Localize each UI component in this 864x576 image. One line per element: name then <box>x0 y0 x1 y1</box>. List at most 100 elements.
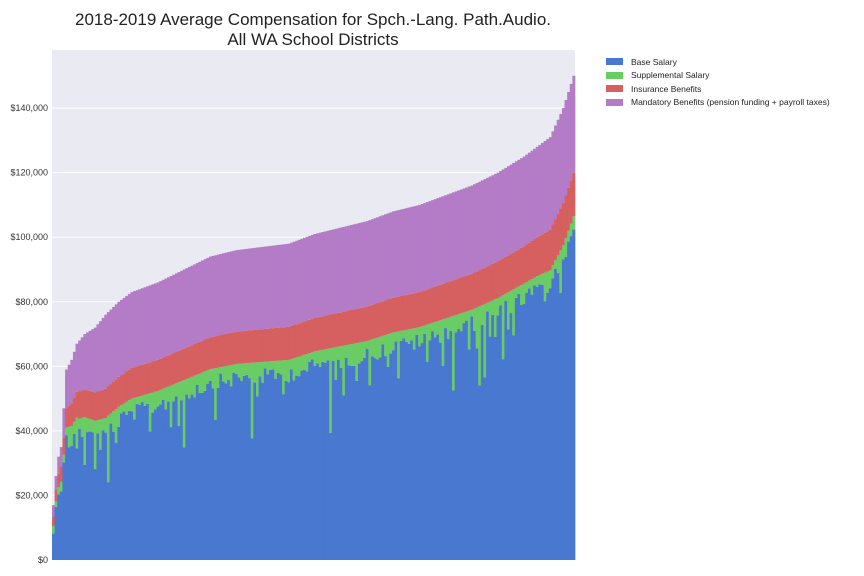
bar-base-salary <box>541 284 544 560</box>
bar-supplemental-salary <box>323 349 327 363</box>
bar-insurance-benefits <box>462 276 466 313</box>
bar-supplemental-salary <box>86 418 89 433</box>
bar-mandatory-benefits <box>57 456 61 474</box>
bar-mandatory-benefits <box>509 164 513 254</box>
bar-mandatory-benefits <box>533 148 537 240</box>
legend-label: Supplemental Salary <box>631 70 710 80</box>
bar-mandatory-benefits <box>159 281 163 359</box>
bar-supplemental-salary <box>138 396 142 405</box>
bar-supplemental-salary <box>326 348 330 361</box>
bar-supplemental-salary <box>153 391 157 410</box>
bar-supplemental-salary <box>337 346 341 360</box>
bar-insurance-benefits <box>177 350 181 383</box>
bar-supplemental-salary <box>62 454 66 463</box>
bar-base-salary <box>499 305 503 560</box>
bar-base-salary <box>106 482 110 560</box>
bar-insurance-benefits <box>371 304 374 340</box>
bar-mandatory-benefits <box>248 248 252 331</box>
bar-mandatory-benefits <box>352 224 356 310</box>
bar-base-salary <box>376 359 380 560</box>
bar-insurance-benefits <box>475 271 479 308</box>
legend-swatch <box>606 71 623 79</box>
bar-mandatory-benefits <box>148 285 152 363</box>
bar-base-salary <box>473 330 476 560</box>
bar-base-salary <box>331 360 335 560</box>
bar-insurance-benefits <box>193 344 197 376</box>
bar-base-salary <box>151 412 155 560</box>
bar-supplemental-salary <box>488 301 492 337</box>
legend-swatch <box>606 85 623 92</box>
bar-supplemental-salary <box>431 322 435 332</box>
bar-insurance-benefits <box>386 299 390 335</box>
bar-mandatory-benefits <box>321 232 325 317</box>
bar-mandatory-benefits <box>561 108 565 204</box>
bar-supplemental-salary <box>127 400 131 411</box>
bar-supplemental-salary <box>135 397 139 404</box>
bar-base-salary <box>198 392 202 560</box>
bar-supplemental-salary <box>391 332 395 351</box>
bar-insurance-benefits <box>344 311 348 346</box>
legend-swatch <box>606 98 623 106</box>
bar-mandatory-benefits <box>303 237 307 322</box>
bar-supplemental-salary <box>195 374 199 385</box>
bar-insurance-benefits <box>496 261 500 298</box>
bar-insurance-benefits <box>54 490 58 502</box>
bar-insurance-benefits <box>444 282 448 319</box>
legend-item: Mandatory Benefits (pension funding + pa… <box>606 96 830 109</box>
bar-mandatory-benefits <box>88 330 92 391</box>
bar-supplemental-salary <box>208 369 212 381</box>
bar-supplemental-salary <box>418 327 422 347</box>
bar-base-salary <box>480 325 484 560</box>
bar-insurance-benefits <box>88 390 92 419</box>
bar-insurance-benefits <box>287 326 291 360</box>
bar-mandatory-benefits <box>507 166 510 256</box>
bar-mandatory-benefits <box>219 254 223 336</box>
bar-supplemental-salary <box>167 386 171 402</box>
bar-mandatory-benefits <box>284 243 288 328</box>
bar-mandatory-benefits <box>167 277 171 356</box>
bar-base-salary <box>465 320 469 560</box>
bar-supplemental-salary <box>551 265 555 279</box>
bar-insurance-benefits <box>352 309 356 344</box>
bar-base-salary <box>420 343 424 560</box>
bar-base-salary <box>80 436 84 560</box>
bar-base-salary <box>229 386 233 560</box>
bar-base-salary <box>360 361 364 560</box>
bar-insurance-benefits <box>159 358 163 390</box>
bar-insurance-benefits <box>289 325 293 360</box>
bar-supplemental-salary <box>292 358 296 381</box>
bar-insurance-benefits <box>423 290 427 326</box>
bar-base-salary <box>329 432 333 560</box>
bar-supplemental-salary <box>276 360 280 373</box>
bar-mandatory-benefits <box>287 243 291 327</box>
bar-base-salary <box>493 337 497 560</box>
bar-insurance-benefits <box>130 367 134 399</box>
bar-supplemental-salary <box>159 389 163 405</box>
bar-mandatory-benefits <box>67 364 71 406</box>
bar-mandatory-benefits <box>412 206 416 294</box>
bar-supplemental-salary <box>216 367 220 388</box>
bar-insurance-benefits <box>525 244 529 282</box>
bar-mandatory-benefits <box>365 221 369 307</box>
bar-mandatory-benefits <box>470 185 474 274</box>
bar-supplemental-salary <box>446 317 450 340</box>
bar-supplemental-salary <box>496 298 500 316</box>
bar-base-salary <box>470 316 474 560</box>
bar-insurance-benefits <box>227 333 231 366</box>
bar-mandatory-benefits <box>237 249 241 332</box>
bar-insurance-benefits <box>96 391 100 421</box>
legend: Base Salary Supplemental Salary Insurance … <box>606 55 830 109</box>
bar-base-salary <box>180 400 184 560</box>
bar-insurance-benefits <box>245 330 249 364</box>
bar-insurance-benefits <box>161 357 165 389</box>
bar-supplemental-salary <box>156 390 160 407</box>
y-tick-label: $140,000 <box>10 103 48 113</box>
bar-insurance-benefits <box>522 246 526 284</box>
bar-mandatory-benefits <box>235 250 239 332</box>
bar-mandatory-benefits <box>527 152 531 243</box>
bar-insurance-benefits <box>420 291 424 327</box>
bar-base-salary <box>412 349 416 560</box>
bar-mandatory-benefits <box>439 197 442 285</box>
bar-supplemental-salary <box>465 311 469 321</box>
